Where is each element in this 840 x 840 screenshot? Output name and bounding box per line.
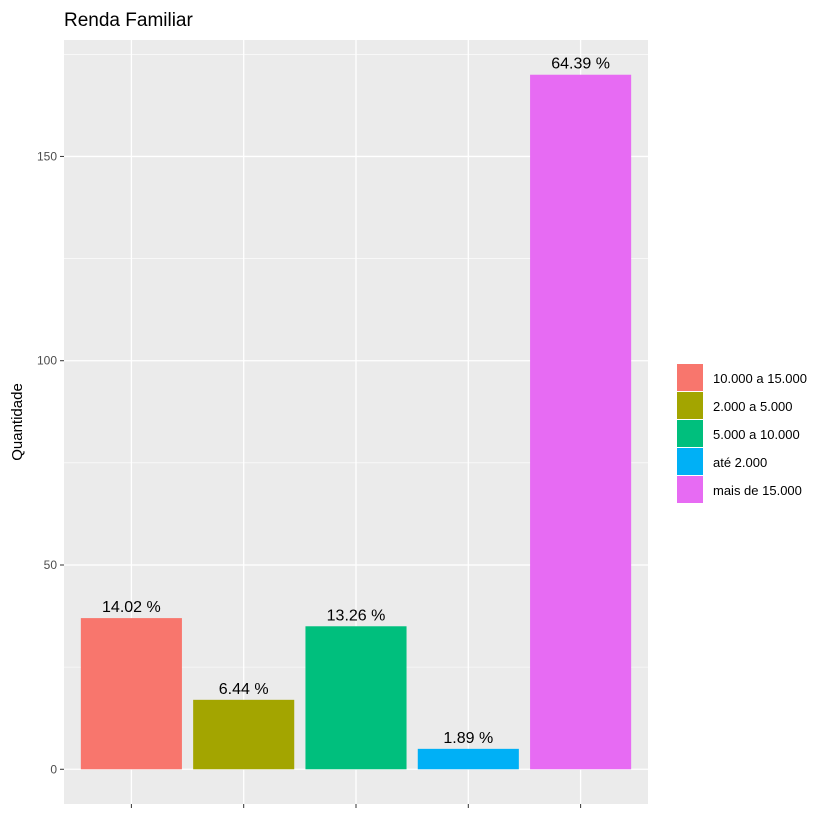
bar-data-label: 1.89 % — [443, 730, 493, 747]
bar-data-label: 13.26 % — [327, 607, 386, 624]
legend-key — [677, 448, 703, 475]
y-tick-label: 50 — [44, 558, 58, 572]
y-tick-label: 150 — [37, 149, 57, 163]
legend: 10.000 a 15.000 2.000 a 5.000 5.000 a 10.0… — [677, 364, 807, 503]
x-axis — [130, 804, 582, 808]
bar-data-label: 14.02 % — [102, 599, 161, 616]
legend-item: até 2.000 — [677, 448, 767, 475]
legend-key — [677, 420, 703, 447]
y-axis-title: Quantidade — [9, 383, 26, 461]
legend-label: 2.000 a 5.000 — [713, 399, 793, 414]
bar — [417, 748, 519, 770]
legend-item: mais de 15.000 — [677, 476, 802, 503]
legend-label: até 2.000 — [713, 455, 767, 470]
legend-item: 10.000 a 15.000 — [677, 364, 807, 391]
chart-title: Renda Familiar — [64, 10, 193, 31]
data-labels: 14.02 % 6.44 % 13.26 % 1.89 % 64.39 % — [102, 56, 610, 747]
legend-item: 5.000 a 10.000 — [677, 420, 800, 447]
y-axis: 0 50 100 150 — [37, 149, 64, 776]
legend-item: 2.000 a 5.000 — [677, 392, 793, 419]
bar-data-label: 64.39 % — [551, 56, 610, 73]
bars — [80, 74, 632, 770]
y-tick-label: 100 — [37, 354, 57, 368]
legend-label: mais de 15.000 — [713, 483, 802, 498]
legend-label: 10.000 a 15.000 — [713, 371, 807, 386]
bar-data-label: 6.44 % — [219, 681, 269, 698]
bar — [530, 74, 632, 770]
bar — [193, 699, 295, 770]
bar — [305, 626, 407, 770]
bar — [80, 618, 182, 770]
legend-label: 5.000 a 10.000 — [713, 427, 800, 442]
y-tick-label: 0 — [50, 762, 57, 776]
legend-key — [677, 476, 703, 503]
legend-key — [677, 364, 703, 391]
legend-key — [677, 392, 703, 419]
